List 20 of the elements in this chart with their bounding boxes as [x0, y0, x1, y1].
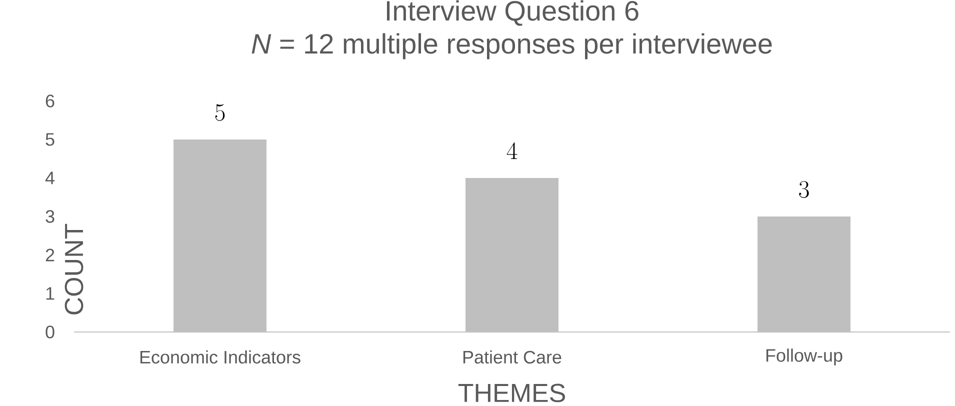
bar	[466, 178, 559, 332]
y-tick-label: 5	[46, 133, 54, 146]
y-axis-title: COUNT	[64, 224, 84, 314]
x-tick-label: Economic Indicators	[140, 350, 300, 364]
y-tick-label: 4	[45, 172, 54, 184]
bar	[174, 139, 267, 332]
data-label: 3	[799, 181, 809, 198]
y-tick-label: 0	[46, 326, 54, 338]
x-axis-title: THEMES	[458, 384, 565, 402]
x-tick-label: Follow-up	[766, 348, 842, 366]
data-label: 4	[506, 142, 518, 160]
y-tick-label: 6	[46, 94, 54, 108]
chart-title: Interview Question 6	[386, 0, 638, 26]
y-tick-label: 2	[46, 248, 54, 262]
bar	[758, 216, 850, 332]
chart-subtitle: N = 12 multiple responses per interviewee	[252, 33, 772, 60]
y-tick-label: 3	[46, 210, 54, 223]
y-tick-label: 1	[46, 287, 54, 300]
x-tick-label: Patient Care	[463, 350, 562, 364]
data-label: 5	[215, 104, 225, 121]
